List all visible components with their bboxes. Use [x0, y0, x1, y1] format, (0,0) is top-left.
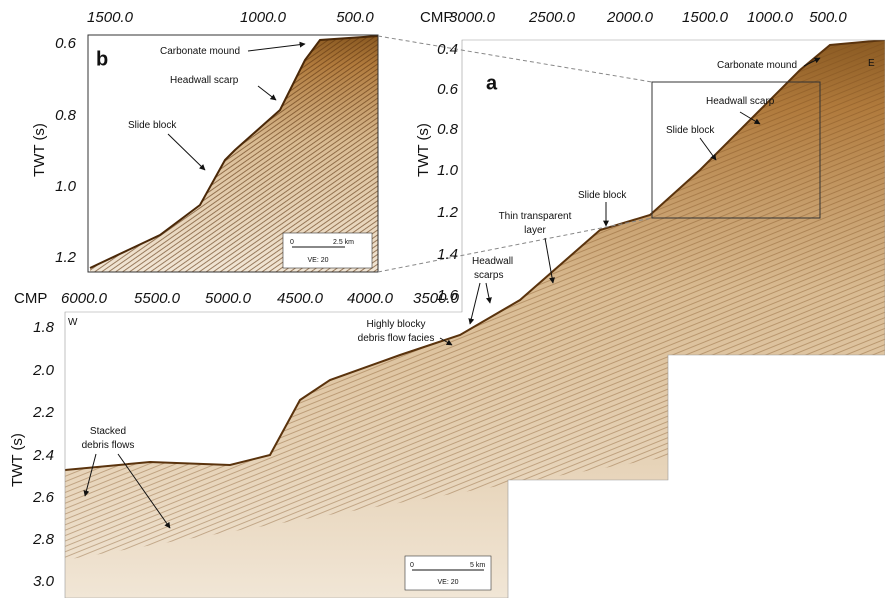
- annotation: Headwall scarp: [170, 75, 239, 86]
- panel-b-border: [87, 34, 379, 273]
- annotation: layer: [524, 225, 546, 236]
- y-tick-label: 2.6: [32, 489, 55, 506]
- x-tick-label: 1000.0: [747, 9, 794, 26]
- y-tick-label: 2.8: [32, 531, 55, 548]
- arrow: [247, 41, 306, 52]
- y-tick-label: 0.8: [437, 121, 459, 138]
- scale-zero: 0: [410, 562, 414, 569]
- x-tick-label: 1000.0: [240, 9, 287, 26]
- y-tick-label: 1.0: [55, 178, 77, 195]
- y-tick-label: 0.8: [55, 107, 77, 124]
- annotation: Carbonate mound: [717, 60, 797, 71]
- x-axis-prefix: CMP: [14, 290, 47, 307]
- y-tick-label: 1.0: [437, 162, 459, 179]
- x-tick-label: 3500.0: [413, 290, 460, 307]
- section-outline: [64, 39, 885, 598]
- annotation: Slide block: [666, 125, 715, 136]
- y-axis-label: TWT (s): [31, 123, 48, 177]
- annotation: debris flow facies: [358, 333, 435, 344]
- y-tick-label: 1.6: [437, 287, 459, 304]
- arrow: [439, 337, 453, 346]
- annotation: Slide block: [128, 120, 177, 131]
- x-tick-label: 2500.0: [528, 9, 576, 26]
- y-tick-label: 1.2: [437, 204, 459, 221]
- y-axis-label: TWT (s): [9, 433, 26, 487]
- annotation: Carbonate mound: [160, 46, 240, 57]
- y-tick-label: 2.2: [32, 404, 55, 421]
- y-tick-label: 2.0: [32, 362, 55, 379]
- y-tick-label: 1.4: [437, 246, 458, 263]
- x-tick-label: 500.0: [809, 9, 847, 26]
- annotation: Stacked: [90, 426, 126, 437]
- scale-ve: VE: 20: [307, 257, 328, 264]
- y-tick-label: 1.2: [55, 249, 77, 266]
- scale-bar-box: [404, 555, 492, 591]
- zoom-box: [651, 81, 821, 219]
- y-tick-label: 0.6: [55, 35, 77, 52]
- seafloor: [89, 35, 378, 269]
- seismic-section-b: [89, 35, 378, 272]
- scale-length: 5 km: [470, 562, 485, 569]
- x-tick-label: 2000.0: [606, 9, 654, 26]
- arrow: [468, 282, 481, 325]
- arrow: [699, 137, 717, 161]
- y-axis-label: TWT (s): [415, 123, 432, 177]
- arrow: [803, 57, 821, 67]
- y-tick-label: 0.4: [437, 41, 458, 58]
- x-tick-label: 1500.0: [87, 9, 134, 26]
- reflectors: [90, 36, 378, 272]
- panel-label: a: [486, 72, 498, 94]
- x-axis-prefix: CMP: [420, 9, 453, 26]
- y-tick-label: 0.6: [437, 81, 459, 98]
- arrow: [167, 133, 206, 171]
- x-tick-label: 3000.0: [449, 9, 496, 26]
- panel-label: b: [96, 48, 108, 70]
- connector: [377, 35, 653, 83]
- scale-length: 2.5 km: [333, 239, 354, 246]
- x-tick-label: 5500.0: [134, 290, 181, 307]
- annotation: Headwall: [472, 256, 513, 267]
- x-tick-label: 500.0: [336, 9, 374, 26]
- seafloor: [65, 40, 885, 471]
- arrow: [83, 453, 97, 497]
- y-tick-label: 3.0: [33, 573, 55, 590]
- x-tick-label: 4500.0: [277, 290, 324, 307]
- arrow: [739, 111, 761, 125]
- arrow: [117, 453, 171, 529]
- scale-bar-box: [282, 232, 373, 269]
- annotation: Headwall scarp: [706, 96, 775, 107]
- y-tick-label: 2.4: [32, 447, 54, 464]
- annotation: debris flows: [82, 440, 135, 451]
- arrow: [257, 85, 277, 101]
- y-tick-label: 1.8: [33, 319, 55, 336]
- arrow: [544, 237, 556, 284]
- annotation: scarps: [474, 270, 503, 281]
- connector: [377, 217, 653, 273]
- corner-label: W: [68, 317, 78, 328]
- x-tick-label: 5000.0: [205, 290, 252, 307]
- x-tick-label: 1500.0: [682, 9, 729, 26]
- x-tick-label: 4000.0: [347, 290, 394, 307]
- arrow: [485, 282, 492, 304]
- annotation: Highly blocky: [367, 319, 426, 330]
- scale-zero: 0: [290, 239, 294, 246]
- scale-ve: VE: 20: [437, 579, 458, 586]
- annotation: Slide block: [578, 190, 627, 201]
- corner-label: E: [868, 58, 875, 69]
- x-tick-label: 6000.0: [61, 290, 108, 307]
- annotation: Thin transparent: [499, 211, 572, 222]
